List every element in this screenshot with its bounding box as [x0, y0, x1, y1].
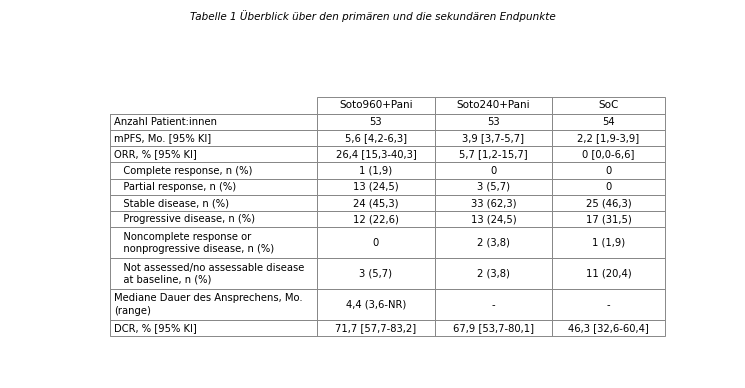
Bar	[110, 114, 317, 130]
Text: 26,4 [15,3-40,3]: 26,4 [15,3-40,3]	[335, 149, 416, 159]
Bar	[434, 146, 552, 163]
Text: 0 [0,0-6,6]: 0 [0,0-6,6]	[583, 149, 635, 159]
Bar	[317, 146, 434, 163]
Text: 0: 0	[372, 238, 379, 248]
Bar	[317, 320, 434, 336]
Text: 3 (5,7): 3 (5,7)	[359, 269, 393, 279]
Text: ORR, % [95% KI]: ORR, % [95% KI]	[115, 149, 197, 159]
Bar	[110, 227, 317, 258]
Text: 25 (46,3): 25 (46,3)	[586, 198, 631, 208]
Bar	[434, 97, 552, 114]
Text: 53: 53	[370, 117, 382, 127]
Bar	[110, 163, 317, 178]
Bar	[434, 258, 552, 289]
Bar	[317, 97, 434, 114]
Bar	[434, 163, 552, 178]
Bar	[110, 258, 317, 289]
Text: 13 (24,5): 13 (24,5)	[353, 182, 399, 192]
Bar	[434, 289, 552, 320]
Bar	[317, 211, 434, 227]
Text: 67,9 [53,7-80,1]: 67,9 [53,7-80,1]	[453, 323, 534, 333]
Text: mPFS, Mo. [95% KI]: mPFS, Mo. [95% KI]	[115, 133, 212, 143]
Text: 11 (20,4): 11 (20,4)	[586, 269, 631, 279]
Bar	[552, 97, 665, 114]
Bar	[110, 178, 317, 195]
Bar	[434, 320, 552, 336]
Bar	[317, 258, 434, 289]
Bar	[552, 320, 665, 336]
Text: Tabelle 1 Überblick über den primären und die sekundären Endpunkte: Tabelle 1 Überblick über den primären un…	[190, 10, 555, 22]
Text: 24 (45,3): 24 (45,3)	[353, 198, 399, 208]
Text: 2,2 [1,9-3,9]: 2,2 [1,9-3,9]	[577, 133, 639, 143]
Bar	[110, 146, 317, 163]
Text: Soto960+Pani: Soto960+Pani	[339, 100, 413, 111]
Text: Complete response, n (%): Complete response, n (%)	[115, 166, 253, 175]
Text: Partial response, n (%): Partial response, n (%)	[115, 182, 237, 192]
Bar	[434, 130, 552, 146]
Text: 0: 0	[606, 166, 612, 175]
Text: -: -	[606, 300, 610, 310]
Bar	[552, 211, 665, 227]
Text: 46,3 [32,6-60,4]: 46,3 [32,6-60,4]	[568, 323, 649, 333]
Text: 53: 53	[487, 117, 500, 127]
Text: 2 (3,8): 2 (3,8)	[477, 238, 510, 248]
Bar	[110, 289, 317, 320]
Bar	[552, 227, 665, 258]
Text: 5,7 [1,2-15,7]: 5,7 [1,2-15,7]	[459, 149, 527, 159]
Text: Not assessed/no assessable disease
   at baseline, n (%): Not assessed/no assessable disease at ba…	[115, 263, 305, 285]
Bar	[317, 195, 434, 211]
Bar	[317, 163, 434, 178]
Bar	[317, 130, 434, 146]
Text: Stable disease, n (%): Stable disease, n (%)	[115, 198, 229, 208]
Bar	[552, 163, 665, 178]
Bar	[110, 211, 317, 227]
Bar	[110, 195, 317, 211]
Text: 4,4 (3,6-NR): 4,4 (3,6-NR)	[346, 300, 406, 310]
Bar	[552, 146, 665, 163]
Text: 3,9 [3,7-5,7]: 3,9 [3,7-5,7]	[463, 133, 524, 143]
Bar	[317, 178, 434, 195]
Text: 54: 54	[602, 117, 615, 127]
Bar	[317, 227, 434, 258]
Bar	[434, 195, 552, 211]
Bar	[434, 211, 552, 227]
Bar	[110, 130, 317, 146]
Bar	[110, 320, 317, 336]
Text: 12 (22,6): 12 (22,6)	[353, 214, 399, 224]
Bar	[552, 195, 665, 211]
Text: 2 (3,8): 2 (3,8)	[477, 269, 510, 279]
Text: 0: 0	[606, 182, 612, 192]
Bar	[434, 227, 552, 258]
Text: 71,7 [57,7-83,2]: 71,7 [57,7-83,2]	[335, 323, 416, 333]
Text: 1 (1,9): 1 (1,9)	[359, 166, 393, 175]
Bar	[317, 289, 434, 320]
Text: 33 (62,3): 33 (62,3)	[471, 198, 516, 208]
Bar	[552, 258, 665, 289]
Bar	[552, 178, 665, 195]
Text: Anzahl Patient:innen: Anzahl Patient:innen	[115, 117, 218, 127]
Text: Mediane Dauer des Ansprechens, Mo.
(range): Mediane Dauer des Ansprechens, Mo. (rang…	[115, 293, 303, 316]
Text: SoC: SoC	[598, 100, 618, 111]
Text: 1 (1,9): 1 (1,9)	[592, 238, 625, 248]
Text: 3 (5,7): 3 (5,7)	[477, 182, 510, 192]
Bar	[552, 114, 665, 130]
Text: 13 (24,5): 13 (24,5)	[471, 214, 516, 224]
Bar	[552, 130, 665, 146]
Text: 17 (31,5): 17 (31,5)	[586, 214, 631, 224]
Bar	[552, 289, 665, 320]
Text: DCR, % [95% KI]: DCR, % [95% KI]	[115, 323, 197, 333]
Text: Noncomplete response or
   nonprogressive disease, n (%): Noncomplete response or nonprogressive d…	[115, 232, 275, 254]
Text: 0: 0	[490, 166, 497, 175]
Text: Progressive disease, n (%): Progressive disease, n (%)	[115, 214, 256, 224]
Bar	[434, 114, 552, 130]
Text: Soto240+Pani: Soto240+Pani	[457, 100, 530, 111]
Bar	[434, 178, 552, 195]
Bar	[317, 114, 434, 130]
Text: -: -	[492, 300, 495, 310]
Text: 5,6 [4,2-6,3]: 5,6 [4,2-6,3]	[345, 133, 407, 143]
